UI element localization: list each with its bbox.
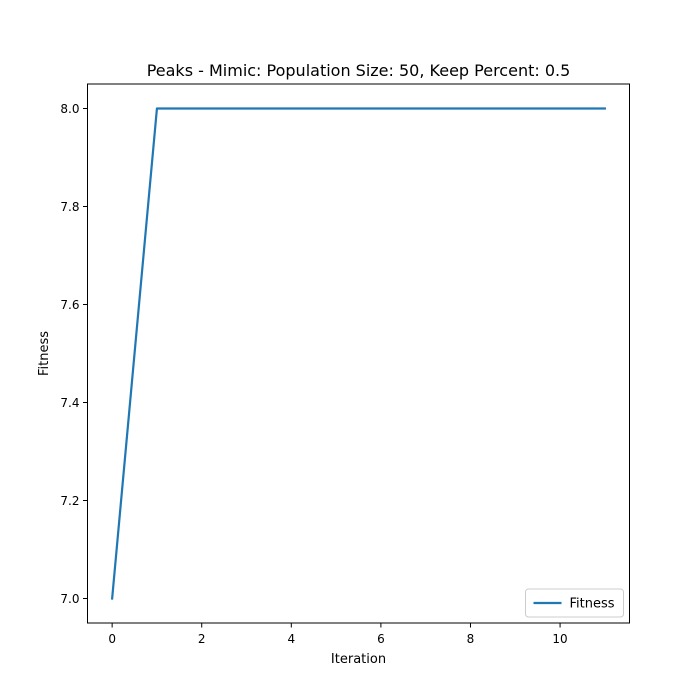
x-tick-label: 4: [287, 632, 295, 646]
legend-box: [525, 588, 624, 618]
plot-frame: [87, 83, 630, 624]
x-tick-label: 8: [467, 632, 475, 646]
x-tick-label: 2: [198, 632, 206, 646]
y-axis-ticks: 7.0 7.2 7.4 7.6 7.8 8.0: [60, 102, 88, 606]
x-tick-label: 0: [108, 632, 116, 646]
x-tick-label: 6: [377, 632, 385, 646]
x-axis-label: Iteration: [331, 652, 386, 667]
y-tick-label: 7.8: [60, 200, 79, 214]
series-line-fitness: [110, 107, 606, 600]
y-tick-label: 7.6: [60, 298, 79, 312]
chart-title: Peaks - Mimic: Population Size: 50, Keep…: [147, 61, 571, 80]
series-layer: [110, 107, 606, 600]
x-tick-label: 10: [552, 632, 567, 646]
y-tick-label: 8.0: [60, 102, 79, 116]
y-tick-label: 7.4: [60, 396, 79, 410]
y-tick-label: 7.0: [60, 592, 79, 606]
legend: Fitness: [525, 588, 624, 618]
legend-entry-label: Fitness: [570, 597, 615, 612]
y-axis-label: Fitness: [37, 331, 52, 376]
x-axis-ticks: 0 2 4 6 8 10: [108, 623, 568, 646]
y-tick-label: 7.2: [60, 494, 79, 508]
